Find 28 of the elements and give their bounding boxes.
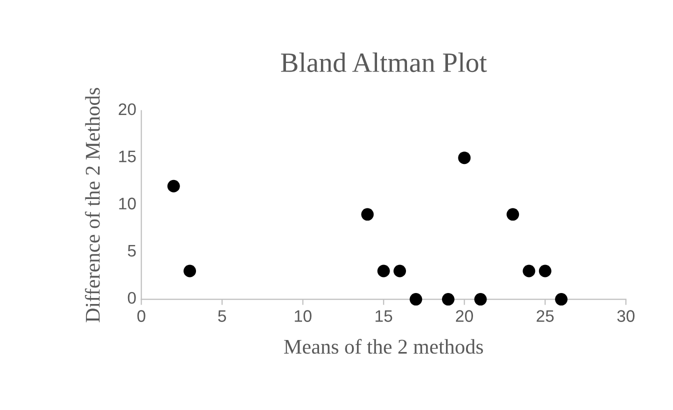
x-tick-label: 30 [617, 310, 635, 322]
point [506, 208, 520, 221]
point [394, 264, 406, 278]
point [522, 264, 536, 278]
point [555, 293, 568, 306]
x-axis-title: Means of the 2 methods [284, 338, 483, 354]
y-axis-title: Difference of the 2 Methods [84, 88, 100, 322]
point [184, 264, 196, 278]
point [458, 152, 471, 164]
point [167, 180, 180, 192]
y-tick-label: 0 [128, 292, 136, 304]
point [474, 293, 487, 306]
x-tick-label: 20 [456, 310, 473, 322]
point [538, 264, 552, 278]
y-tick-label: 20 [118, 103, 136, 116]
x-tick-label: 10 [294, 310, 312, 322]
x-tick-label: 25 [536, 310, 554, 322]
point [361, 208, 374, 221]
y-tick-label: 5 [128, 244, 136, 257]
point [442, 293, 454, 306]
y-tick-label: 10 [119, 198, 136, 210]
x-tick-label: 0 [137, 310, 146, 322]
point [410, 293, 422, 306]
x-tick-label: 5 [218, 310, 226, 322]
point [377, 264, 390, 278]
y-tick-label: 15 [119, 150, 136, 162]
x-tick-label: 15 [376, 310, 392, 322]
chart-title: Bland Altman Plot [281, 52, 487, 72]
